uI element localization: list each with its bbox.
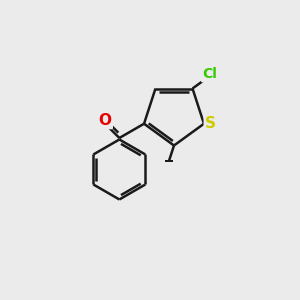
Text: S: S bbox=[205, 116, 216, 131]
Text: O: O bbox=[98, 113, 112, 128]
Text: Cl: Cl bbox=[202, 67, 217, 81]
